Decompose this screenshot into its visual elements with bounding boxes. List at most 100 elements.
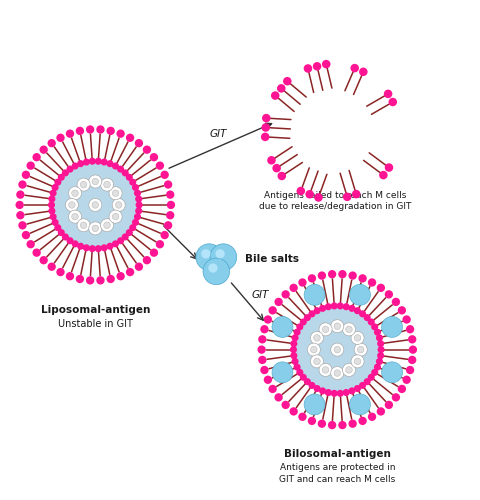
Circle shape [33, 153, 41, 162]
Circle shape [117, 237, 124, 244]
Text: Antigens are protected in
GIT and can reach M cells: Antigens are protected in GIT and can re… [279, 464, 396, 484]
Circle shape [304, 314, 311, 321]
Circle shape [406, 325, 414, 334]
Circle shape [319, 305, 326, 312]
Circle shape [346, 326, 352, 332]
Text: Antigens failed to reach M cells
due to release/degradation in GIT: Antigens failed to reach M cells due to … [259, 190, 411, 212]
Circle shape [308, 416, 316, 425]
Circle shape [364, 314, 371, 321]
Text: GIT: GIT [210, 128, 228, 138]
Circle shape [86, 276, 94, 284]
Circle shape [336, 302, 344, 310]
Text: GIT: GIT [252, 290, 269, 300]
Circle shape [290, 340, 298, 347]
Circle shape [388, 98, 397, 106]
Circle shape [56, 268, 65, 276]
Circle shape [201, 249, 211, 258]
Circle shape [331, 343, 344, 356]
Circle shape [308, 274, 316, 282]
Circle shape [26, 162, 35, 170]
Circle shape [406, 366, 414, 374]
Circle shape [26, 240, 35, 248]
Circle shape [402, 316, 411, 324]
Circle shape [314, 334, 320, 341]
Circle shape [112, 190, 119, 196]
Circle shape [304, 284, 325, 306]
Circle shape [314, 358, 320, 364]
Circle shape [298, 278, 307, 286]
Circle shape [48, 202, 55, 208]
Circle shape [86, 126, 94, 134]
Circle shape [382, 362, 403, 383]
Circle shape [322, 60, 331, 68]
Circle shape [294, 364, 300, 370]
Circle shape [109, 210, 122, 223]
Circle shape [112, 214, 119, 220]
Circle shape [304, 378, 311, 385]
Circle shape [132, 219, 139, 226]
Circle shape [48, 262, 56, 271]
Circle shape [258, 356, 266, 364]
Circle shape [281, 290, 290, 298]
Circle shape [262, 123, 270, 132]
Circle shape [257, 346, 266, 354]
Circle shape [307, 343, 320, 356]
Circle shape [271, 92, 279, 100]
Circle shape [343, 303, 350, 310]
Circle shape [348, 272, 357, 280]
Circle shape [89, 158, 96, 165]
Circle shape [22, 170, 30, 179]
Circle shape [134, 213, 141, 220]
Circle shape [292, 304, 383, 394]
Circle shape [322, 326, 329, 332]
Circle shape [304, 394, 325, 415]
Circle shape [156, 162, 164, 170]
Circle shape [126, 268, 134, 276]
Circle shape [77, 178, 90, 191]
Circle shape [359, 68, 368, 76]
Circle shape [377, 340, 384, 347]
Circle shape [331, 366, 344, 380]
Circle shape [76, 275, 84, 283]
Circle shape [16, 211, 24, 220]
Circle shape [121, 234, 129, 240]
Circle shape [72, 190, 78, 196]
Circle shape [354, 343, 367, 356]
Circle shape [309, 310, 315, 318]
Circle shape [117, 272, 125, 280]
Circle shape [95, 158, 102, 165]
Circle shape [112, 240, 119, 248]
Circle shape [126, 134, 134, 142]
Circle shape [69, 186, 82, 200]
Circle shape [49, 213, 57, 220]
Circle shape [305, 190, 314, 198]
Circle shape [66, 166, 73, 172]
Circle shape [338, 421, 347, 430]
Circle shape [275, 298, 283, 306]
Circle shape [392, 393, 400, 402]
Circle shape [313, 385, 321, 392]
Circle shape [408, 335, 416, 344]
Circle shape [166, 211, 174, 220]
Circle shape [92, 178, 98, 185]
Circle shape [398, 306, 406, 314]
Circle shape [398, 385, 406, 393]
Circle shape [80, 182, 87, 188]
Circle shape [334, 346, 340, 353]
Circle shape [334, 323, 340, 330]
Circle shape [268, 385, 277, 393]
Circle shape [359, 274, 367, 282]
Circle shape [89, 245, 96, 252]
Text: Unstable in GIT: Unstable in GIT [58, 319, 133, 329]
Circle shape [89, 198, 102, 211]
Circle shape [294, 328, 300, 336]
Circle shape [107, 275, 115, 283]
Circle shape [368, 318, 375, 326]
Circle shape [343, 389, 350, 396]
Circle shape [51, 219, 59, 226]
Circle shape [62, 170, 69, 176]
Circle shape [196, 244, 222, 270]
Circle shape [160, 170, 169, 179]
Circle shape [377, 407, 385, 416]
Circle shape [277, 84, 286, 92]
